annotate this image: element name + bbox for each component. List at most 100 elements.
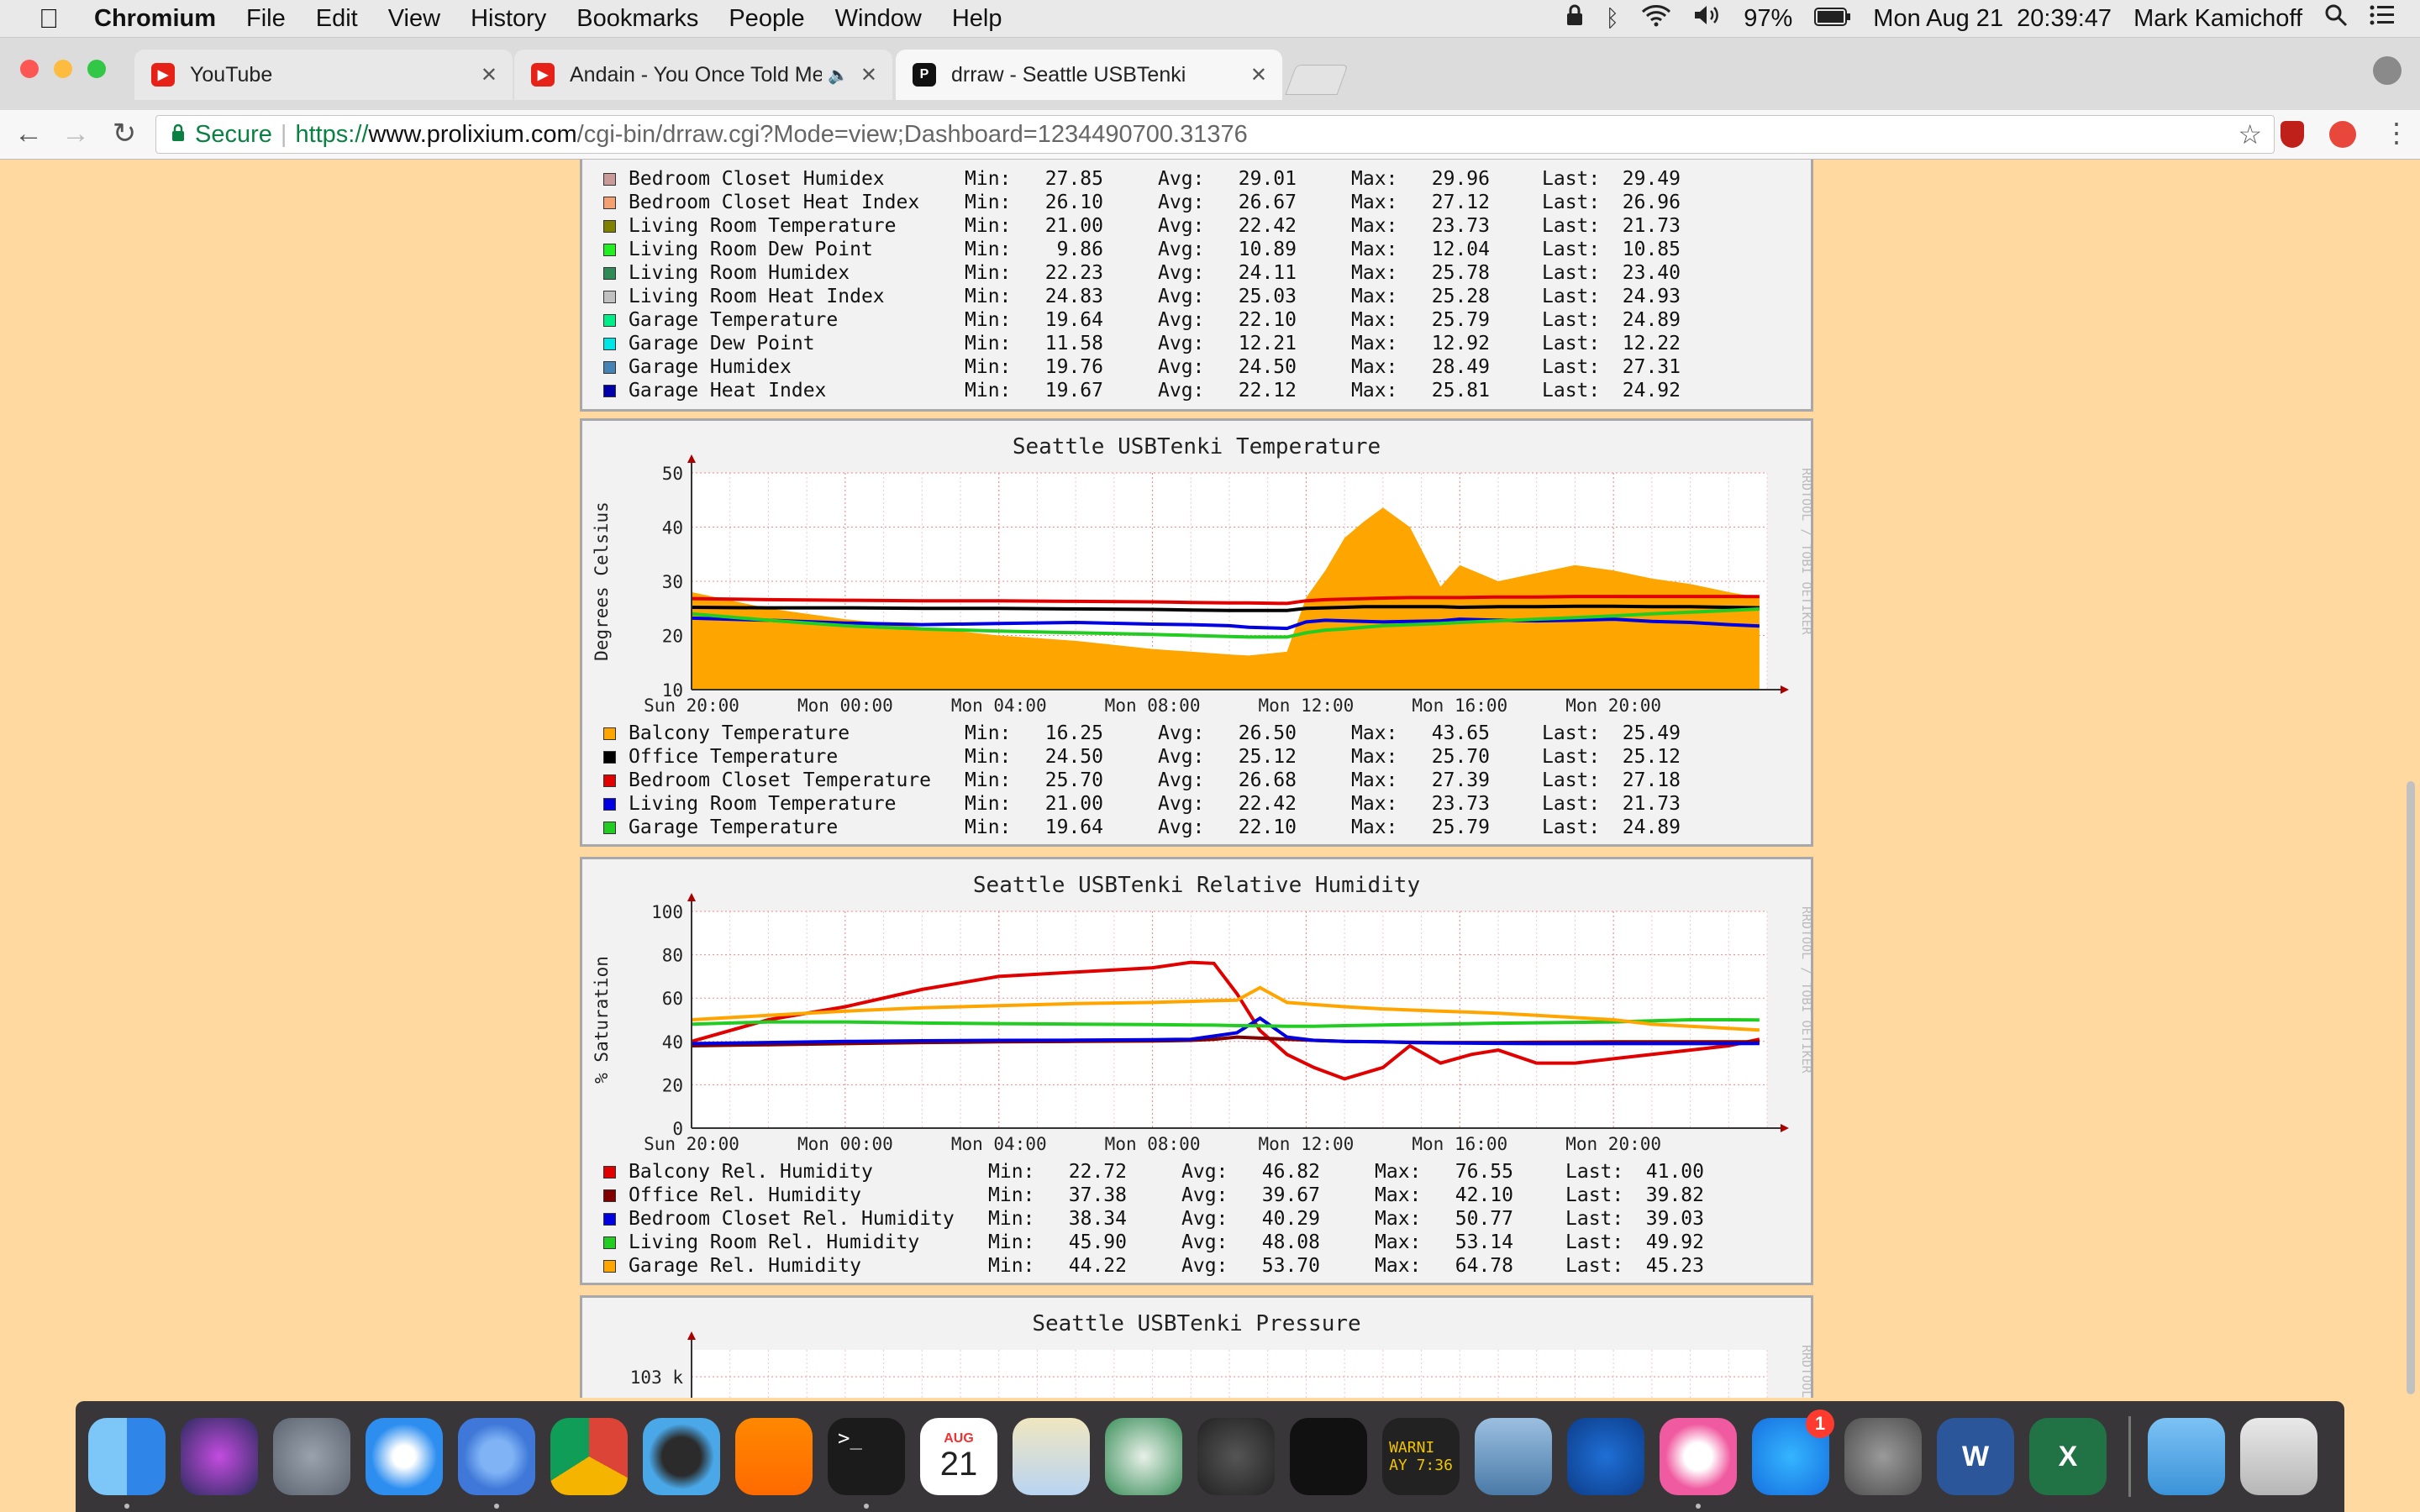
- legend-min-value: 22.72: [1068, 1161, 1127, 1183]
- close-tab-icon[interactable]: ✕: [860, 63, 877, 87]
- close-tab-icon[interactable]: ✕: [480, 63, 497, 87]
- siri-icon[interactable]: [181, 1418, 258, 1495]
- plot-area: [692, 1350, 1767, 1398]
- tab-drraw[interactable]: P drraw - Seattle USBTenki ✕: [896, 50, 1282, 100]
- legend-last-value: 12.22: [1622, 333, 1681, 354]
- finder-icon[interactable]: [88, 1418, 166, 1509]
- page-scrollbar[interactable]: [2405, 323, 2418, 1398]
- excel-icon[interactable]: X: [2029, 1418, 2107, 1495]
- x-tick-label: Mon 08:00: [1105, 696, 1201, 716]
- zoom-window-button[interactable]: [87, 60, 106, 78]
- edge-icon[interactable]: [1567, 1418, 1644, 1495]
- word-icon[interactable]: W: [1937, 1418, 2014, 1495]
- forward-arrow-icon[interactable]: →: [61, 118, 90, 150]
- x-tick-label: Mon 12:00: [1259, 696, 1355, 716]
- running-indicator: [494, 1504, 499, 1509]
- activity-monitor-icon[interactable]: [1290, 1418, 1367, 1495]
- trash-icon[interactable]: [2240, 1418, 2317, 1495]
- calendar-icon[interactable]: AUG 21: [920, 1418, 997, 1495]
- volume-icon[interactable]: [1693, 3, 1722, 34]
- close-window-button[interactable]: [20, 60, 39, 78]
- system-preferences-icon[interactable]: [1844, 1418, 1922, 1495]
- safari-icon[interactable]: [366, 1418, 443, 1495]
- menu-app-name[interactable]: Chromium: [94, 4, 216, 32]
- series-line: [691, 595, 1760, 606]
- legend-last-value: 27.18: [1622, 769, 1681, 791]
- new-tab-button[interactable]: [1285, 65, 1349, 95]
- youtube-icon: ▶: [531, 63, 555, 87]
- reload-icon[interactable]: ↻: [112, 118, 137, 150]
- legend-avg-value: 22.42: [1238, 793, 1297, 815]
- legend-max-value: 25.81: [1431, 380, 1490, 402]
- legend-max-label: Max:: [1351, 239, 1398, 260]
- menu-edit[interactable]: Edit: [315, 4, 358, 32]
- wifi-icon[interactable]: [1641, 3, 1671, 34]
- launchpad-icon[interactable]: [273, 1418, 350, 1495]
- legend-max-label: Max:: [1375, 1208, 1422, 1230]
- bluetooth-icon[interactable]: ᛒ: [1605, 5, 1620, 31]
- menu-window[interactable]: Window: [834, 4, 922, 32]
- console-icon[interactable]: WARNI AY 7:36: [1382, 1418, 1460, 1495]
- chromium-icon[interactable]: [458, 1418, 535, 1509]
- legend-max-label: Max:: [1351, 746, 1398, 768]
- menu-people[interactable]: People: [729, 4, 805, 32]
- menu-file[interactable]: File: [246, 4, 286, 32]
- legend-max-value: 42.10: [1455, 1184, 1513, 1206]
- audio-playing-icon[interactable]: 🔈: [828, 66, 849, 85]
- photos-icon[interactable]: [1475, 1418, 1552, 1495]
- extension-icon[interactable]: [2329, 121, 2356, 148]
- profile-icon[interactable]: [2373, 56, 2402, 85]
- y-tick-label: 10: [662, 680, 683, 701]
- legend-min-value: 21.00: [1044, 215, 1103, 237]
- battery-icon[interactable]: [1814, 5, 1851, 33]
- menu-clock[interactable]: Mon Aug 21 20:39:47: [1873, 4, 2112, 32]
- legend-min-label: Min:: [965, 286, 1012, 307]
- close-tab-icon[interactable]: ✕: [1249, 63, 1267, 87]
- legend-avg-value: 22.10: [1238, 309, 1297, 331]
- legend-swatch: [603, 1236, 616, 1249]
- legend-avg-label: Avg:: [1158, 769, 1205, 791]
- browser-menu-icon[interactable]: ⋮: [2383, 118, 2410, 148]
- lock-icon[interactable]: [1566, 4, 1583, 33]
- back-arrow-icon[interactable]: ←: [14, 118, 43, 150]
- chrome-icon[interactable]: [550, 1418, 628, 1495]
- legend-last-value: 49.92: [1645, 1231, 1704, 1253]
- series-line: [691, 604, 1760, 612]
- vpn-icon[interactable]: [1197, 1418, 1275, 1495]
- legend-max-label: Max:: [1351, 380, 1398, 402]
- menu-view[interactable]: View: [387, 4, 441, 32]
- legend-avg-value: 53.70: [1261, 1255, 1320, 1277]
- network-icon[interactable]: [1105, 1418, 1182, 1495]
- legend-max-value: 64.78: [1455, 1255, 1513, 1277]
- legend-last-value: 29.49: [1622, 168, 1681, 190]
- menu-help[interactable]: Help: [951, 4, 1002, 32]
- menu-bookmarks[interactable]: Bookmarks: [576, 4, 699, 32]
- terminal-icon[interactable]: >_: [828, 1418, 905, 1509]
- quicktime-icon[interactable]: [643, 1418, 720, 1495]
- itunes-icon[interactable]: [1660, 1418, 1737, 1509]
- minimize-window-button[interactable]: [54, 60, 72, 78]
- apple-menu-icon[interactable]: : [32, 3, 66, 34]
- legend-max-label: Max:: [1351, 816, 1398, 838]
- legend-avg-label: Avg:: [1181, 1255, 1228, 1277]
- legend-avg-label: Avg:: [1158, 380, 1205, 402]
- legend-min-value: 45.90: [1068, 1231, 1127, 1253]
- scrollbar-thumb[interactable]: [2407, 781, 2415, 1394]
- secure-lock-icon[interactable]: [171, 121, 185, 149]
- legend-min-value: 37.38: [1068, 1184, 1127, 1206]
- notification-center-icon[interactable]: [2370, 4, 2395, 33]
- menu-history[interactable]: History: [471, 4, 547, 32]
- ublock-extension-icon[interactable]: [2281, 121, 2304, 148]
- menu-user[interactable]: Mark Kamichoff: [2133, 4, 2302, 32]
- address-bar[interactable]: Secure | https:// www.prolixium.com /cgi…: [155, 115, 2275, 154]
- legend-min-label: Min:: [965, 262, 1012, 284]
- bookmark-star-icon[interactable]: ☆: [2238, 119, 2262, 150]
- app-store-icon[interactable]: 1: [1752, 1410, 1834, 1495]
- downloads-folder-icon[interactable]: [2148, 1418, 2225, 1495]
- vlc-icon[interactable]: [735, 1418, 813, 1495]
- tab-youtube[interactable]: ▶ YouTube ✕: [134, 50, 513, 100]
- tab-andain[interactable]: ▶ Andain - You Once Told Me 🔈 ✕: [514, 50, 892, 100]
- preview-icon[interactable]: [1013, 1418, 1090, 1495]
- legend-swatch: [603, 385, 616, 397]
- spotlight-search-icon[interactable]: [2324, 3, 2348, 34]
